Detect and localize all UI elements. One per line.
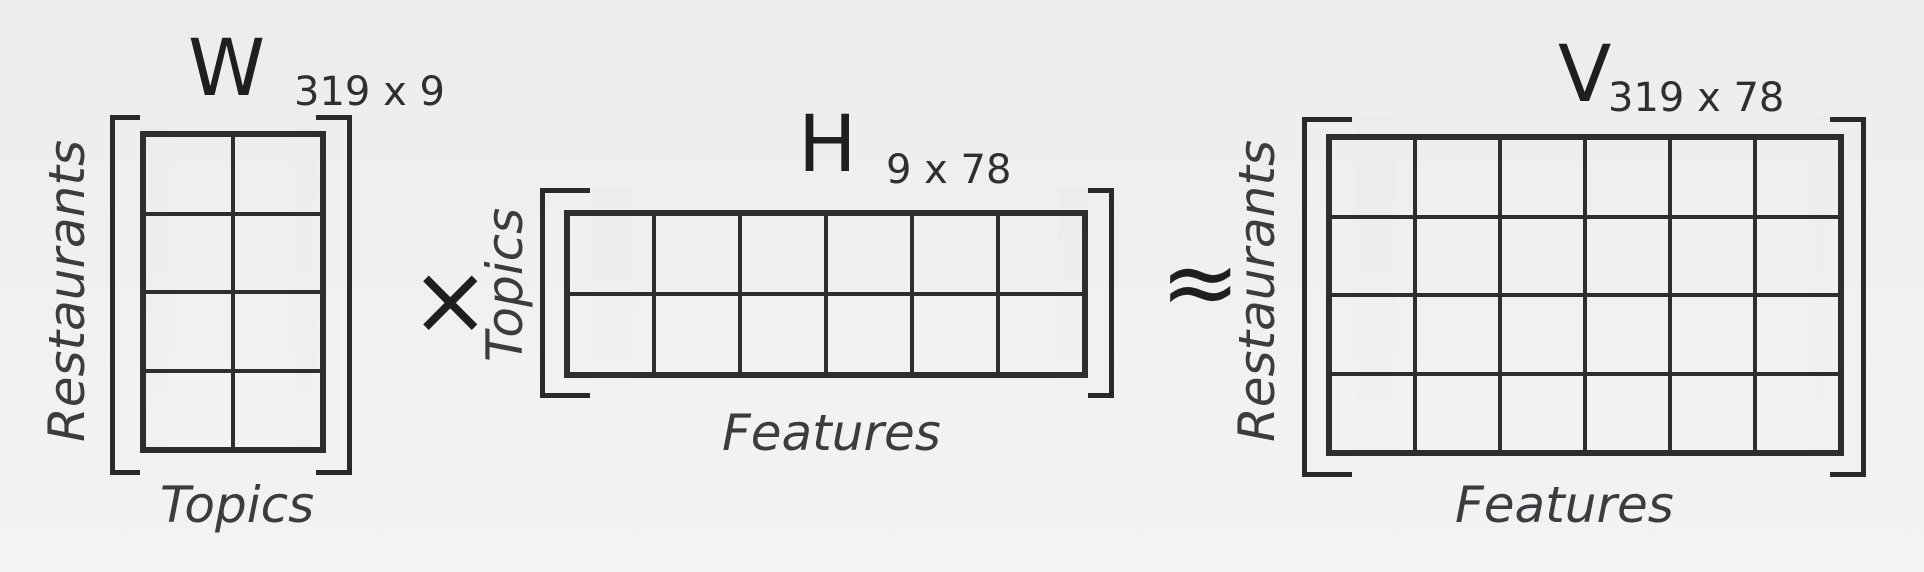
matrix-v-row-label: Restaurants [1228, 139, 1286, 442]
matrix-v-letter: V [1558, 30, 1612, 120]
matrix-h-letter: H [798, 100, 857, 190]
matrix-v-cell [1755, 138, 1840, 217]
matrix-h-dims: 9 x 78 [886, 147, 1012, 193]
matrix-h-cell [740, 214, 826, 294]
matrix-h-col-label: Features [722, 404, 941, 462]
matrix-v-cell [1500, 216, 1585, 295]
matrix-v-cell [1670, 295, 1755, 374]
matrix-h-cell [654, 214, 740, 294]
matrix-w-cell [233, 213, 322, 292]
matrix-v-cell [1330, 216, 1415, 295]
matrix-w-cell [144, 292, 233, 371]
matrix-v-cell [1415, 138, 1500, 217]
matrix-w-grid [140, 131, 326, 453]
matrix-v-cell [1585, 295, 1670, 374]
multiply-operator: × [410, 244, 491, 356]
matrix-w-dims: 319 x 9 [294, 69, 445, 115]
matrix-v-cell [1670, 373, 1755, 452]
matrix-h-row-label: Topics [476, 207, 534, 362]
matrix-h-cell [826, 294, 912, 374]
matrix-h-cell [654, 294, 740, 374]
matrix-h-cell [998, 214, 1084, 294]
matrix-w-col-label: Topics [160, 476, 315, 534]
matrix-h-cell [740, 294, 826, 374]
matrix-h-cell [826, 214, 912, 294]
matrix-w-cell [233, 292, 322, 371]
matrix-w-right-bracket [294, 114, 352, 484]
matrix-v-cell [1585, 138, 1670, 217]
matrix-v-cell [1755, 373, 1840, 452]
matrix-h-left-bracket [540, 187, 633, 407]
matrix-v-cell [1585, 373, 1670, 452]
matrix-w-cell [144, 370, 233, 449]
matrix-v-cell [1500, 138, 1585, 217]
matrix-v-cell [1330, 295, 1415, 374]
approx-operator: ≈ [1160, 226, 1241, 338]
matrix-h-cell [912, 214, 998, 294]
matrix-v-cell [1500, 295, 1585, 374]
matrix-w-cell [233, 135, 322, 214]
matrix-h-cell [568, 214, 654, 294]
matrix-v-cell [1415, 216, 1500, 295]
matrix-v-left-bracket [1302, 116, 1395, 486]
matrix-h-grid [564, 210, 1088, 378]
matrix-v-cell [1755, 216, 1840, 295]
matrix-v-cell [1500, 373, 1585, 452]
matrix-v-cell [1330, 373, 1415, 452]
matrix-w-cell [233, 370, 322, 449]
matrix-v-cell [1415, 373, 1500, 452]
matrix-v-col-label: Features [1455, 476, 1674, 534]
matrix-w-row-label: Restaurants [38, 139, 96, 442]
matrix-w-letter: W [188, 24, 266, 114]
matrix-v-cell [1585, 216, 1670, 295]
matrix-h-cell [912, 294, 998, 374]
matrix-h-cell [998, 294, 1084, 374]
matrix-v-cell [1670, 216, 1755, 295]
matrix-v-cell [1415, 295, 1500, 374]
matrix-v-grid [1326, 134, 1844, 456]
matrix-v-cell [1330, 138, 1415, 217]
matrix-v-dims: 319 x 78 [1608, 75, 1785, 121]
matrix-v-cell [1670, 138, 1755, 217]
matrix-w-cell [144, 135, 233, 214]
matrix-h-cell [568, 294, 654, 374]
matrix-w-cell [144, 213, 233, 292]
matrix-v-cell [1755, 295, 1840, 374]
matrix-v-right-bracket [1810, 116, 1866, 486]
